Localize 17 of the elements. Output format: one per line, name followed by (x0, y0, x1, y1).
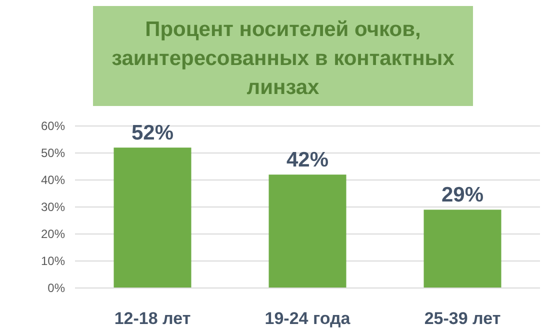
x-tick-label: 12-18 лет (114, 309, 191, 328)
data-label: 52% (131, 122, 174, 145)
x-tick-label: 19-24 года (264, 309, 351, 328)
data-label: 29% (441, 184, 484, 207)
y-tick-label: 60% (40, 119, 66, 134)
y-tick-label: 0% (48, 281, 66, 296)
chart-title: Процент носителей очков, заинтересованных в контактных линзах (112, 18, 455, 99)
y-tick-label: 30% (40, 200, 66, 214)
bar (424, 210, 502, 288)
y-tick-label: 10% (40, 254, 66, 268)
y-tick-label: 20% (40, 227, 66, 242)
bar (268, 174, 346, 288)
data-label: 42% (286, 148, 329, 172)
y-tick-label: 40% (40, 173, 66, 188)
bar (114, 148, 192, 288)
y-tick-label: 50% (40, 146, 66, 160)
x-tick-label: 25-39 лет (424, 309, 501, 328)
